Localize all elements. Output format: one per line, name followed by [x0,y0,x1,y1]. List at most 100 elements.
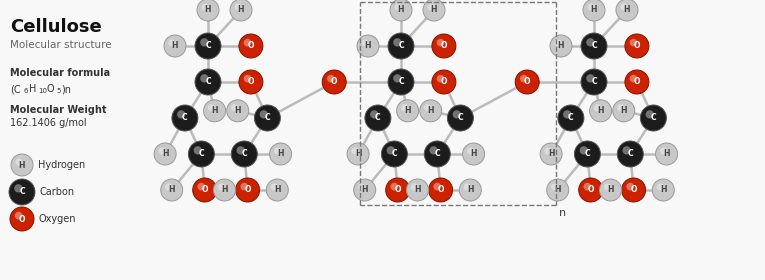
Circle shape [269,143,291,165]
Circle shape [520,75,528,83]
Circle shape [259,110,268,118]
Text: O: O [441,41,448,50]
Circle shape [351,147,359,155]
Circle shape [203,100,226,122]
Circle shape [15,184,22,193]
Text: C: C [650,113,656,123]
Circle shape [353,179,376,201]
Circle shape [656,143,678,165]
Circle shape [584,183,591,190]
Circle shape [322,70,347,94]
Circle shape [401,104,408,111]
Text: )n: )n [61,84,71,94]
Circle shape [406,179,428,201]
Text: C: C [392,150,397,158]
Circle shape [158,147,165,155]
Circle shape [9,179,35,205]
Text: H: H [168,186,175,195]
Circle shape [266,179,288,201]
Text: H: H [555,186,561,195]
Circle shape [226,100,249,122]
Circle shape [361,39,369,46]
Circle shape [428,3,435,10]
Circle shape [213,179,236,201]
Text: O: O [248,78,254,87]
Text: 162.1406 g/mol: 162.1406 g/mol [10,118,86,128]
Circle shape [448,105,474,131]
Circle shape [388,33,414,59]
Circle shape [622,178,646,202]
Circle shape [646,110,654,118]
Circle shape [425,141,451,167]
Circle shape [231,141,257,167]
Text: 10: 10 [38,88,47,94]
Circle shape [581,69,607,95]
Circle shape [453,110,461,118]
Circle shape [197,183,205,190]
Circle shape [347,143,369,165]
Text: O: O [441,78,448,87]
Text: C: C [627,150,633,158]
Text: H: H [172,41,178,50]
Circle shape [327,75,334,83]
Circle shape [396,100,418,122]
Circle shape [463,143,484,165]
Circle shape [625,70,649,94]
Circle shape [640,105,666,131]
Circle shape [588,3,594,10]
Circle shape [230,0,252,21]
Text: O: O [438,186,444,195]
Circle shape [555,39,562,46]
Text: H: H [558,41,565,50]
Text: H: H [431,6,438,15]
Text: H: H [591,6,597,15]
Circle shape [218,183,225,190]
Circle shape [395,3,402,10]
Circle shape [586,74,594,83]
Text: H: H [467,186,474,195]
Text: C: C [182,113,187,123]
Circle shape [575,141,601,167]
Text: O: O [630,186,636,195]
Text: H: H [221,186,228,195]
Circle shape [547,179,568,201]
Circle shape [540,143,562,165]
Text: C: C [591,41,597,50]
Circle shape [583,0,605,21]
Circle shape [200,38,209,46]
Circle shape [239,70,263,94]
Text: Molecular formula: Molecular formula [10,68,110,78]
Circle shape [244,75,252,83]
Circle shape [271,183,278,190]
Circle shape [390,0,412,21]
Text: O: O [331,78,337,87]
Text: H: H [415,186,421,195]
Text: Oxygen: Oxygen [39,214,76,224]
Circle shape [240,183,248,190]
Text: Molecular structure: Molecular structure [10,40,112,50]
Circle shape [586,38,594,46]
Circle shape [244,39,252,46]
Circle shape [594,104,601,111]
Circle shape [358,183,365,190]
Text: C: C [205,78,211,87]
Text: n: n [559,208,566,218]
Circle shape [617,141,643,167]
Circle shape [177,110,185,118]
Circle shape [370,110,379,118]
Text: C: C [399,41,404,50]
Circle shape [563,110,571,118]
Circle shape [580,146,588,155]
Circle shape [195,69,221,95]
Circle shape [161,179,183,201]
Text: H: H [162,150,168,158]
Text: C: C [435,150,440,158]
Text: C: C [19,188,24,197]
Circle shape [188,141,214,167]
Circle shape [390,183,398,190]
Circle shape [660,147,667,155]
Circle shape [200,74,209,83]
Circle shape [581,33,607,59]
Text: H: H [660,186,666,195]
Circle shape [197,0,219,21]
